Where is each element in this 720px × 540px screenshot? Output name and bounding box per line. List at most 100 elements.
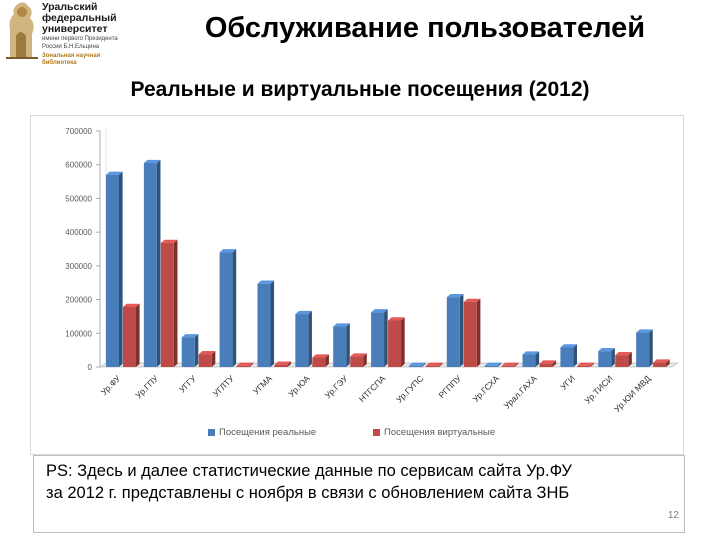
bar [160,242,174,367]
bar [560,347,574,367]
bar-side [173,239,178,367]
bar-side [421,362,426,367]
logo-lib-2: библиотека [42,60,77,66]
bar-side [590,362,594,367]
bar-side [232,249,237,367]
bar-side [308,310,312,367]
legend-swatch [208,429,215,436]
y-tick-label: 300000 [65,262,92,271]
category-label: УГГУ [177,373,199,395]
bar [333,326,347,367]
y-tick-label: 600000 [65,161,92,170]
logo-line-2: федеральный [42,12,117,24]
bar-top [446,294,464,298]
bar [295,314,309,367]
bar [274,364,288,367]
bar-top [636,329,653,333]
category-label: Ур.ЮА [286,373,312,399]
bar [371,312,385,367]
bar [181,337,195,367]
bar [312,357,326,367]
bar-top [236,362,254,366]
bar-top [181,334,199,338]
category-label: Урал.ГАХА [502,373,540,411]
category-label: РГППУ [436,373,463,400]
bar-top [501,362,519,366]
bar-top [143,159,161,164]
logo-sub-2: России Б.Н.Ельцина [42,44,100,50]
bar-top [295,310,312,315]
bar-top [577,362,594,366]
logo-line-3: университет [42,23,108,35]
bar-top [198,350,216,355]
ps-note-line-2: за 2012 г. представлены с ноября в связи… [46,484,570,502]
bar-side [497,362,502,367]
bar-top [653,359,670,363]
bar-side [194,334,199,367]
bar-chart: 0 100000 200000 300000 400000 500000 600000 700… [65,127,680,438]
y-tick-label: 700000 [65,127,92,136]
bar-side [552,360,557,367]
bar-side [119,171,123,367]
bar-side [384,309,388,367]
bar [219,252,233,367]
bar-side [249,362,254,367]
bar-side [211,350,216,367]
bar [522,354,536,367]
bar [615,355,629,367]
legend-label: Посещения виртуальные [384,427,495,438]
bar [388,320,402,367]
university-logo [2,0,128,70]
bar-side [136,303,140,367]
category-label: Ур.ГПУ [133,373,160,400]
bar [539,363,553,367]
bar-top [350,353,367,357]
category-label: Ур.ФУ [99,373,123,397]
category-label: Ур.ГСХА [470,373,501,404]
page-title: Обслуживание пользователей [204,12,646,44]
legend-label: Посещения реальные [219,427,316,438]
bar-top [123,303,140,307]
bar [106,174,119,367]
bar-top [425,362,443,366]
bar [408,365,422,367]
logo-sub-1: имени первого Президента [42,36,118,42]
bar-side [346,323,350,367]
chart-frame [30,115,684,455]
bar [653,362,667,367]
bar [598,351,612,367]
bar [143,163,157,367]
category-label: НТГСПА [357,373,388,404]
bar [257,283,271,367]
category-label: УГИ [558,373,576,391]
bar-side [438,362,443,367]
bar-side [514,362,519,367]
bar [501,365,515,367]
bar [236,365,250,367]
bar-top [274,361,292,365]
bar-side [535,351,540,367]
bar [484,365,498,367]
bar-top [539,360,557,364]
bar-top [484,362,502,366]
y-tick-label: 500000 [65,194,92,203]
bar [636,332,650,367]
bar-top [408,362,426,366]
bar-side [573,344,577,367]
page-subtitle: Реальные и виртуальные посещения (2012) [130,78,590,101]
bar-side [611,347,615,367]
bar-top [371,309,388,313]
category-label: УГЛТУ [211,373,237,399]
monument-emblem-icon [6,2,38,59]
ps-note-line-1: PS: Здесь и далее статистические данные … [46,462,572,480]
bar-top [106,171,123,175]
category-label: Ур.ГЭУ [323,373,350,400]
bar-top [615,352,632,356]
bar [425,365,439,367]
bar [350,356,364,367]
bar-side [459,294,464,367]
bar [198,354,212,367]
y-tick-label: 0 [88,363,93,372]
bar-top [333,323,350,327]
y-tick-label: 100000 [65,329,92,338]
